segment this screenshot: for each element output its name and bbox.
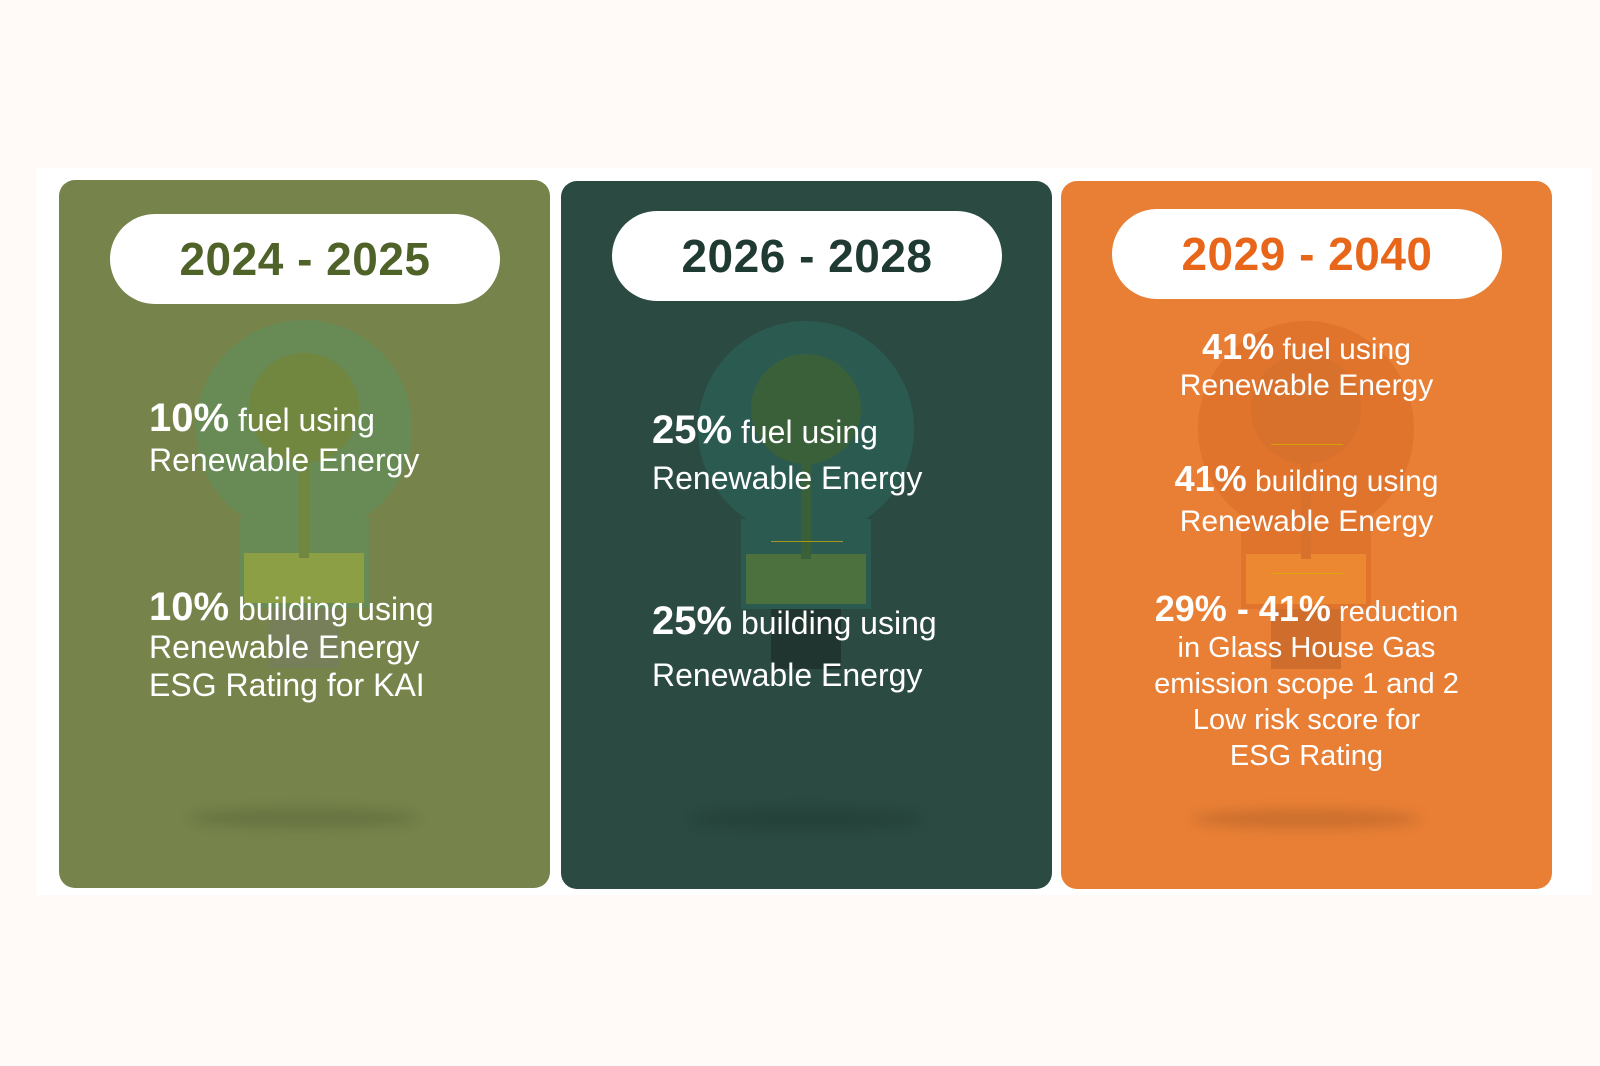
period-pill: 2024 - 2025 xyxy=(110,214,500,304)
target-text: building using xyxy=(732,605,937,641)
target-text: Renewable Energy xyxy=(652,460,923,496)
lightbulb-tree-icon xyxy=(196,320,412,668)
percent: 25% xyxy=(652,599,733,643)
target-building: 25% building using Renewable Energy xyxy=(652,595,937,701)
bulb-shadow xyxy=(189,808,419,828)
target-emission: 29% - 41% reduction in Glass House Gas e… xyxy=(1061,591,1552,774)
percent: 10% xyxy=(149,396,230,440)
timeline-card-2026-2028: 2026 - 2028 25% fuel using Renewable Ene… xyxy=(561,181,1052,889)
target-text: Low risk score for xyxy=(1192,704,1421,736)
period-pill: 2029 - 2040 xyxy=(1112,209,1502,299)
target-text: building using xyxy=(1246,465,1439,498)
target-text: Renewable Energy xyxy=(652,657,923,693)
target-text: reduction xyxy=(1330,596,1459,628)
period-label: 2024 - 2025 xyxy=(179,233,431,285)
target-text: ESG Rating for KAI xyxy=(149,667,425,703)
percent: 41% xyxy=(1174,458,1247,499)
target-text: Renewable Energy xyxy=(1179,505,1434,538)
timeline-card-2024-2025: 2024 - 2025 10% fuel using Renewable Ene… xyxy=(59,180,550,888)
target-building: 10% building using Renewable Energy ESG … xyxy=(149,585,434,704)
target-text: in Glass House Gas xyxy=(1177,632,1436,664)
target-text: Renewable Energy xyxy=(149,442,420,478)
bulb-shadow xyxy=(691,809,921,829)
target-fuel: 10% fuel using Renewable Energy xyxy=(149,398,419,480)
percent: 41% xyxy=(1202,326,1275,367)
target-text: Renewable Energy xyxy=(1179,369,1434,402)
period-label: 2029 - 2040 xyxy=(1181,228,1433,280)
target-building: 41% building using Renewable Energy xyxy=(1061,459,1552,542)
lightbulb-tree-icon xyxy=(698,321,914,669)
divider xyxy=(1271,573,1343,574)
percent: 29% - 41% xyxy=(1154,588,1331,629)
lightbulb-tree-icon xyxy=(1198,321,1414,669)
target-fuel: 41% fuel using Renewable Energy xyxy=(1061,329,1552,404)
bulb-shadow xyxy=(1191,809,1421,829)
period-pill: 2026 - 2028 xyxy=(612,211,1002,301)
target-text: ESG Rating xyxy=(1229,740,1384,772)
target-text: building using xyxy=(229,591,434,627)
divider xyxy=(771,541,843,542)
target-text: emission scope 1 and 2 xyxy=(1154,668,1459,700)
target-fuel: 25% fuel using Renewable Energy xyxy=(652,407,922,501)
divider xyxy=(1271,444,1343,445)
target-text: fuel using xyxy=(732,414,878,450)
target-text: fuel using xyxy=(229,402,375,438)
timeline-card-2029-2040: 2029 - 2040 41% fuel using Renewable Ene… xyxy=(1061,181,1552,889)
target-text: fuel using xyxy=(1274,333,1411,366)
percent: 25% xyxy=(652,408,733,452)
target-text: Renewable Energy xyxy=(149,629,420,665)
percent: 10% xyxy=(149,585,230,629)
period-label: 2026 - 2028 xyxy=(681,230,933,282)
